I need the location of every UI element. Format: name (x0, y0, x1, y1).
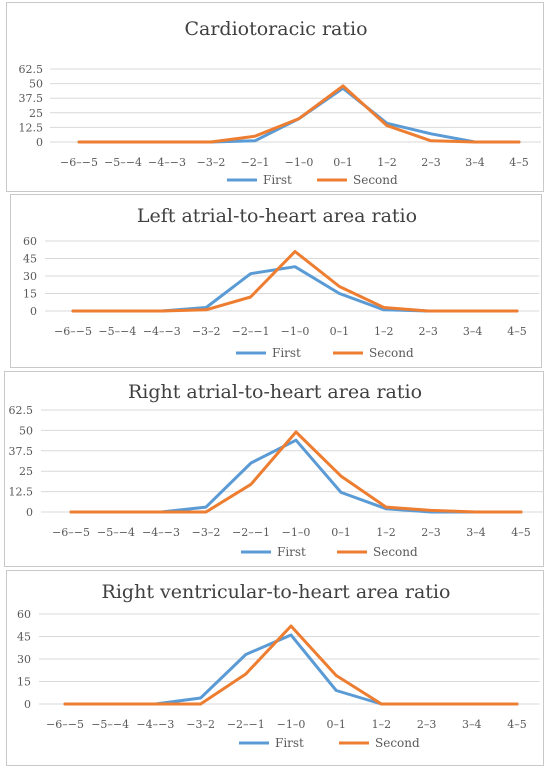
x-tick-label: −3–2 (192, 526, 221, 539)
x-tick-label: −2–−1 (232, 325, 270, 338)
y-tick-label: 12.5 (19, 121, 44, 134)
series-line-second (71, 250, 519, 313)
y-tick-label: 12.5 (9, 486, 34, 499)
y-tick-label: 60 (17, 608, 31, 621)
x-tick-label: −5–−4 (98, 325, 136, 338)
y-tick-label: 60 (23, 235, 37, 248)
y-tick-label: 25 (29, 107, 43, 120)
x-tick-label: 2–3 (421, 156, 441, 169)
legend-label-second: Second (373, 545, 418, 559)
x-tick-label: 1–2 (374, 325, 394, 338)
x-tick-label: 4–5 (509, 156, 529, 169)
y-tick-label: 45 (17, 631, 31, 644)
y-tick-label: 0 (30, 305, 37, 318)
chart-panel-cardiothoracic: Cardiotoracic ratio 0 12.5 25 37.5 50 62.5 −6–−… (6, 2, 544, 192)
chart-svg: Right ventricular-to-heart area ratio 0 15… (17, 581, 540, 750)
x-tick-label: 4–5 (507, 325, 527, 338)
chart-svg: Right atrial-to-heart area ratio 0 12.5 25 3… (9, 381, 544, 559)
series-line-second (63, 624, 519, 706)
x-tick-label: −3–2 (197, 156, 226, 169)
x-tick-label: 0–1 (333, 156, 353, 169)
legend-label-first: First (272, 346, 301, 360)
chart-title: Left atrial-to-heart area ratio (137, 205, 417, 227)
x-tick-label: −3–2 (186, 718, 215, 731)
x-tick-label: −6–−5 (46, 718, 84, 731)
series-line-first (77, 86, 521, 144)
legend-label-first: First (275, 736, 304, 750)
legend-label-second: Second (375, 736, 420, 750)
x-tick-label: 4–5 (507, 718, 527, 731)
x-tick-label: 2–3 (417, 718, 437, 731)
chart-svg: Left atrial-to-heart area ratio 0 15 30 45 60… (23, 205, 540, 360)
legend-label-second: Second (353, 173, 398, 187)
x-tick-label: 3–4 (465, 156, 485, 169)
legend-label-first: First (277, 545, 306, 559)
x-tick-label: −5–−4 (97, 526, 135, 539)
y-tick-label: 30 (17, 653, 31, 666)
y-tick-label: 0 (26, 506, 33, 519)
x-tick-label: −2–1 (241, 156, 270, 169)
x-tick-label: 1–2 (372, 718, 392, 731)
x-tick-label: 2–3 (421, 526, 441, 539)
x-tick-label: −2–−1 (232, 526, 270, 539)
x-tick-label: 3–4 (466, 526, 486, 539)
y-tick-label: 37.5 (19, 92, 44, 105)
chart-title: Right ventricular-to-heart area ratio (102, 581, 451, 603)
x-tick-label: −2–−1 (227, 718, 265, 731)
x-tick-label: −1–0 (281, 325, 310, 338)
x-tick-label: −1–0 (277, 718, 306, 731)
legend-label-second: Second (369, 346, 414, 360)
x-tick-label: 3–4 (463, 325, 483, 338)
y-tick-label: 50 (29, 78, 43, 91)
x-tick-label: −6–−5 (52, 526, 90, 539)
x-tick-label: 1–2 (377, 156, 397, 169)
y-tick-label: 62.5 (19, 63, 44, 76)
x-tick-label: −4–−3 (142, 526, 180, 539)
x-tick-label: 0–1 (331, 526, 351, 539)
series-line-first (71, 265, 519, 313)
y-tick-label: 50 (19, 424, 33, 437)
y-tick-label: 0 (36, 136, 43, 149)
y-tick-label: 62.5 (9, 404, 34, 417)
x-tick-label: 4–5 (511, 526, 531, 539)
x-tick-label: 0–1 (326, 718, 346, 731)
chart-svg: Cardiotoracic ratio 0 12.525 37.550 62.5 −6–−… (19, 18, 541, 187)
chart-panel-right-atrial: Right atrial-to-heart area ratio 0 12.5 25 3… (4, 371, 544, 567)
x-tick-label: −6–−5 (54, 325, 92, 338)
y-tick-label: 30 (23, 270, 37, 283)
chart-panel-left-atrial: Left atrial-to-heart area ratio 0 15 30 45 60… (10, 194, 542, 368)
y-tick-label: 15 (23, 288, 37, 301)
x-tick-label: −4–−3 (136, 718, 174, 731)
x-tick-label: 1–2 (376, 526, 396, 539)
x-tick-label: −3–2 (192, 325, 221, 338)
series-line-second (77, 84, 521, 144)
x-tick-label: 2–3 (418, 325, 438, 338)
x-tick-label: −5–−4 (91, 718, 129, 731)
x-tick-label: −5–−4 (104, 156, 142, 169)
x-tick-label: −6–−5 (60, 156, 98, 169)
legend-label-first: First (263, 173, 292, 187)
x-tick-label: 3–4 (462, 718, 482, 731)
x-tick-label: −4–−3 (148, 156, 186, 169)
x-tick-label: −1–0 (282, 526, 311, 539)
y-tick-label: 0 (24, 698, 31, 711)
y-tick-label: 25 (19, 465, 33, 478)
y-tick-label: 37.5 (9, 445, 34, 458)
x-tick-label: 0–1 (330, 325, 350, 338)
series-line-first (63, 633, 519, 706)
chart-title: Cardiotoracic ratio (184, 18, 367, 40)
series-line-second (69, 430, 523, 514)
x-tick-label: −4–−3 (143, 325, 181, 338)
y-tick-label: 45 (23, 253, 37, 266)
y-tick-label: 15 (17, 676, 31, 689)
chart-panel-right-ventricular: Right ventricular-to-heart area ratio 0 15… (6, 570, 544, 766)
chart-title: Right atrial-to-heart area ratio (128, 381, 422, 403)
x-tick-label: −1–0 (285, 156, 314, 169)
